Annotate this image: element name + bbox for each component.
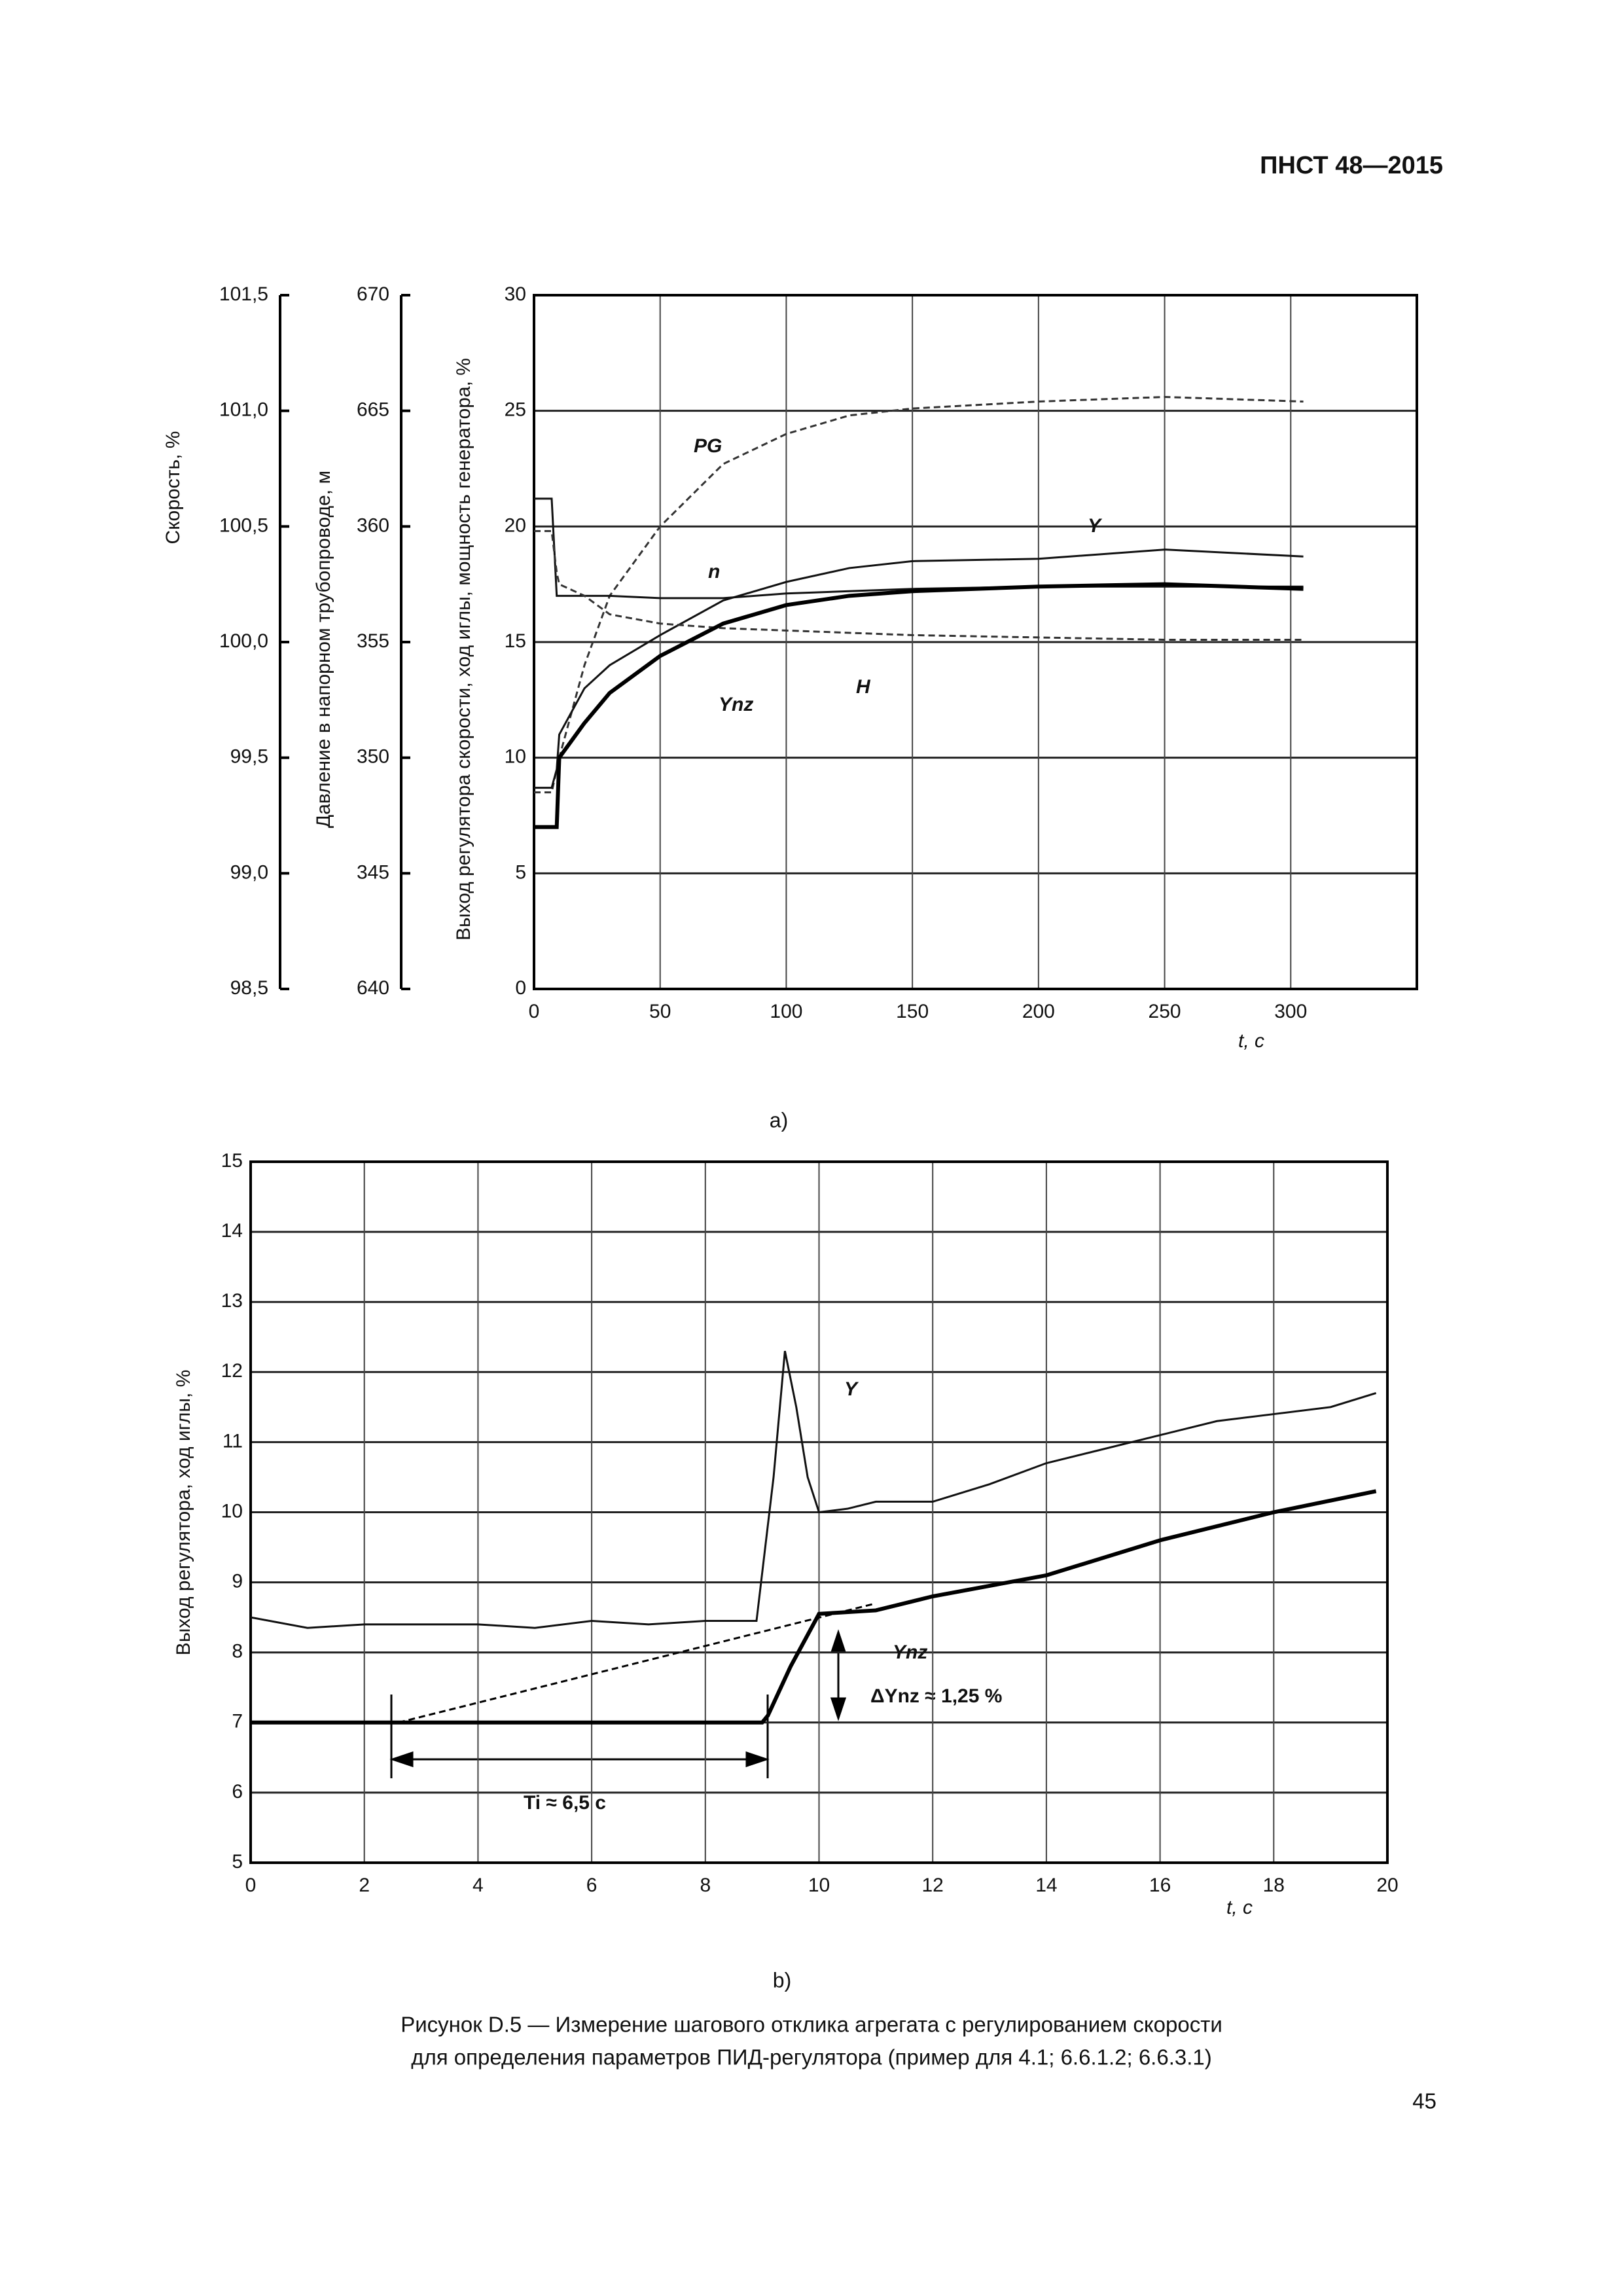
x-tick-label: 4 bbox=[473, 1874, 484, 1896]
annotation: ΔYnz ≈ 1,25 % bbox=[870, 1685, 1002, 1707]
y-tick-label: 0 bbox=[515, 977, 526, 999]
y-tick-label: 30 bbox=[505, 283, 526, 305]
sublabel: b) bbox=[773, 1968, 791, 1992]
y-tick-label: 20 bbox=[505, 514, 526, 536]
series-label: Ynz bbox=[893, 1641, 927, 1663]
y-tick-label: 100,5 bbox=[219, 514, 268, 536]
y-tick-label: 98,5 bbox=[230, 977, 268, 999]
y-axis-label: Скорость, % bbox=[162, 431, 184, 545]
y-tick-label: 670 bbox=[357, 283, 389, 305]
annotation: Ti ≈ 6,5 с bbox=[524, 1792, 606, 1814]
arrow-head bbox=[745, 1751, 770, 1768]
ti-arrow bbox=[389, 1629, 847, 1778]
x-tick-label: 10 bbox=[808, 1874, 830, 1896]
plot-frame bbox=[533, 294, 1418, 990]
x-tick-label: 150 bbox=[896, 1001, 929, 1022]
y-tick-label: 10 bbox=[221, 1500, 243, 1522]
y-tick-label: 99,5 bbox=[230, 746, 268, 768]
series-line bbox=[251, 1489, 1377, 1725]
x-tick-label: 12 bbox=[922, 1874, 944, 1896]
x-tick-label: 0 bbox=[245, 1874, 257, 1896]
y-tick-label: 12 bbox=[221, 1360, 243, 1382]
y-tick-label: 6 bbox=[232, 1781, 243, 1803]
y-tick-label: 665 bbox=[357, 399, 389, 421]
y-tick-label: 5 bbox=[515, 861, 526, 883]
tangent-line bbox=[398, 1602, 876, 1724]
x-tick-label: 100 bbox=[770, 1001, 802, 1022]
series-label: Ynz bbox=[719, 694, 753, 715]
series-label: Y bbox=[1088, 515, 1103, 537]
series-label: n bbox=[708, 561, 720, 583]
header: ПНСТ 48—2015 bbox=[1260, 152, 1443, 179]
y-tick-label: 7 bbox=[232, 1711, 243, 1732]
x-tick-label: 18 bbox=[1263, 1874, 1285, 1896]
series-line bbox=[534, 582, 1304, 829]
y-tick-label: 9 bbox=[232, 1571, 243, 1592]
y-tick-label: 350 bbox=[357, 746, 389, 768]
caption: для определения параметров ПИД-регулятор… bbox=[411, 2045, 1211, 2070]
x-tick-label: 20 bbox=[1376, 1874, 1398, 1896]
y-tick-label: 25 bbox=[505, 399, 526, 421]
y-tick-label: 10 bbox=[505, 746, 526, 768]
page-number: 45 bbox=[1412, 2089, 1436, 2113]
y-tick-label: 101,5 bbox=[219, 283, 268, 305]
x-tick-label: 300 bbox=[1274, 1001, 1307, 1022]
series-line bbox=[251, 1350, 1377, 1629]
x-tick-label: 200 bbox=[1022, 1001, 1055, 1022]
series-label: H bbox=[856, 676, 871, 698]
y-tick-label: 8 bbox=[232, 1641, 243, 1662]
x-axis-label: t, с bbox=[1238, 1030, 1264, 1052]
x-tick-label: 14 bbox=[1035, 1874, 1057, 1896]
caption: Рисунок D.5 — Измерение шагового отклика… bbox=[401, 2013, 1222, 2037]
y-tick-label: 5 bbox=[232, 1851, 243, 1873]
arrow-head bbox=[389, 1751, 414, 1768]
series-label: Y bbox=[844, 1378, 859, 1400]
y-tick-label: 101,0 bbox=[219, 399, 268, 421]
y-axis-label: Выход регулятора скорости, ход иглы, мощ… bbox=[453, 358, 474, 941]
y-axis-label: Давление в напорном трубопроводе, м bbox=[313, 471, 334, 828]
y-tick-label: 99,0 bbox=[230, 861, 268, 883]
y-tick-label: 360 bbox=[357, 514, 389, 536]
plot-frame bbox=[249, 1160, 1389, 1864]
series-line bbox=[534, 529, 1304, 641]
y-tick-label: 100,0 bbox=[219, 630, 268, 652]
y-tick-label: 11 bbox=[223, 1430, 243, 1452]
x-axis-label: t, с bbox=[1226, 1897, 1253, 1918]
y-tick-label: 345 bbox=[357, 861, 389, 883]
x-tick-label: 16 bbox=[1149, 1874, 1171, 1896]
arrow-head bbox=[830, 1697, 847, 1721]
y-tick-label: 14 bbox=[221, 1220, 243, 1242]
y-axis-label: Выход регулятора, ход иглы, % bbox=[173, 1370, 194, 1656]
x-tick-label: 250 bbox=[1149, 1001, 1181, 1022]
x-tick-label: 2 bbox=[359, 1874, 370, 1896]
x-tick-label: 0 bbox=[529, 1001, 540, 1022]
y-tick-label: 13 bbox=[221, 1290, 243, 1312]
y-tick-label: 355 bbox=[357, 630, 389, 652]
y-tick-label: 15 bbox=[221, 1150, 243, 1172]
x-tick-label: 6 bbox=[586, 1874, 597, 1896]
y-tick-label: 640 bbox=[357, 977, 389, 999]
x-tick-label: 50 bbox=[649, 1001, 671, 1022]
label-bg bbox=[484, 1790, 641, 1819]
sublabel: а) bbox=[770, 1108, 788, 1132]
y-tick-label: 15 bbox=[505, 630, 526, 652]
x-tick-label: 8 bbox=[700, 1874, 711, 1896]
series-label: PG bbox=[694, 435, 722, 457]
